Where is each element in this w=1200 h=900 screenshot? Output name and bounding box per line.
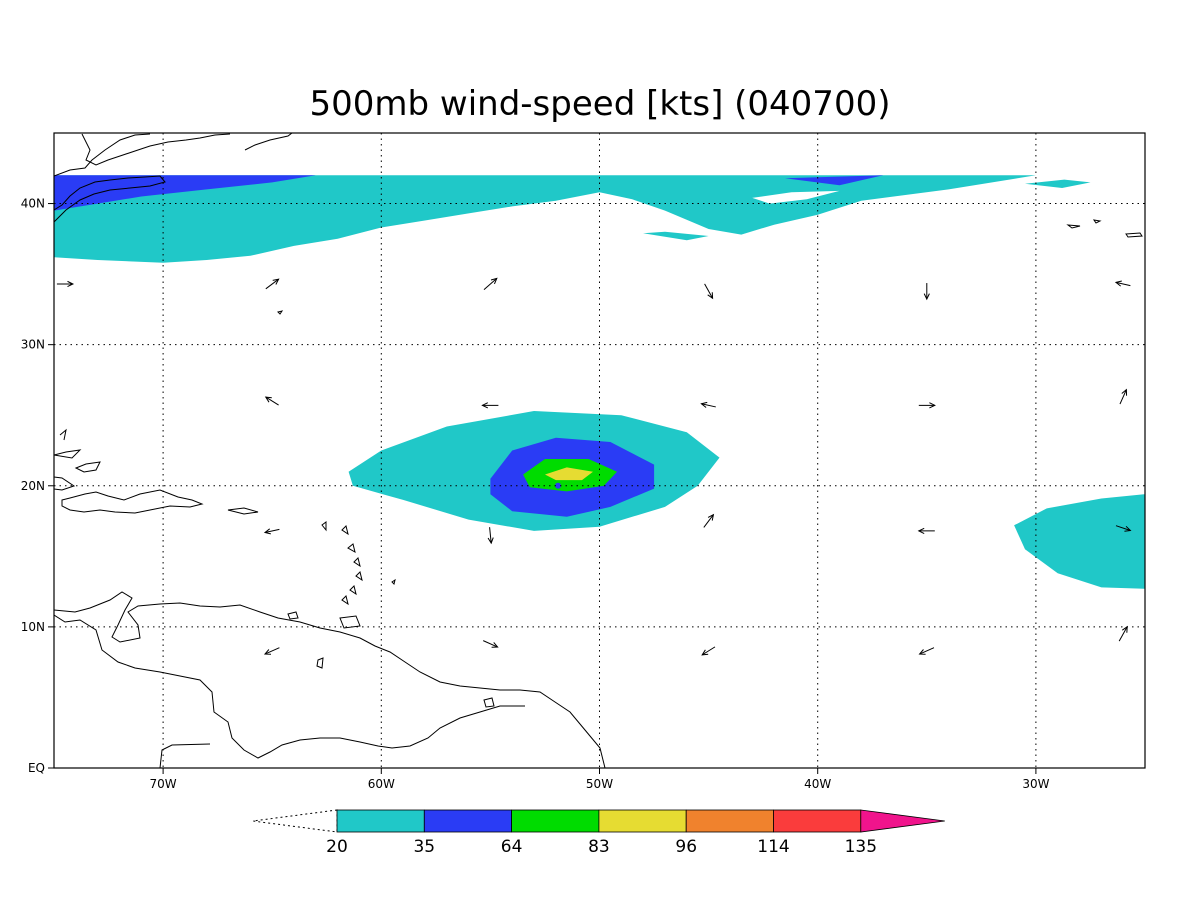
colorbar-level-label: 114 — [757, 837, 789, 857]
colorbar-level-label: 83 — [588, 837, 610, 857]
wind-vector — [265, 278, 280, 290]
wind-vector — [481, 402, 499, 409]
wind-vector — [483, 277, 498, 290]
wind-vector — [701, 646, 716, 656]
colorbar-level-label: 20 — [326, 837, 348, 857]
gridlines — [54, 133, 1145, 768]
shaded-region-20-35 — [1025, 179, 1091, 188]
colorbar-lower-triangle — [252, 809, 338, 833]
lon-tick-label: 30W — [1022, 777, 1049, 791]
colorbar-level-label: 64 — [501, 837, 523, 857]
colorbar-segment — [336, 809, 425, 833]
shaded-region-83-96 — [545, 467, 593, 481]
lon-tick-label: 70W — [150, 777, 177, 791]
wind-vector — [482, 640, 499, 648]
shaded-region-20-35 — [643, 231, 709, 241]
colorbar-segment — [773, 809, 862, 833]
wind-vector — [700, 401, 716, 408]
wind-vector — [264, 396, 279, 406]
coastlines — [54, 133, 1143, 768]
wind-vectors — [56, 277, 1132, 656]
plot-area — [54, 133, 1145, 768]
shaded-region-20-35 — [1014, 494, 1145, 589]
lon-tick-label: 50W — [586, 777, 613, 791]
wind-vector — [918, 647, 935, 655]
longitude-ticks: 70W 60W 50W 40W 30W — [150, 768, 1050, 791]
latitude-ticks: EQ 10N 20N 30N 40N — [21, 197, 54, 775]
colorbar-segment — [598, 809, 687, 833]
wind-vector — [56, 280, 75, 288]
wind-vector — [1115, 525, 1132, 532]
lat-tick-label: EQ — [28, 761, 45, 775]
shaded-region-35-64 — [785, 175, 884, 186]
shaded-region-35-64 — [54, 175, 316, 211]
wind-vector — [263, 647, 280, 655]
lat-tick-label: 20N — [21, 479, 45, 493]
colorbar-segment — [511, 809, 600, 833]
colorbar-level-label: 96 — [675, 837, 697, 857]
colorbar-level-label: 135 — [845, 837, 877, 857]
lat-tick-label: 30N — [21, 338, 45, 352]
wind-vector — [1114, 280, 1131, 287]
colorbar-segment — [685, 809, 774, 833]
colorbar-segment — [423, 809, 512, 833]
wind-speed-shading — [54, 175, 1145, 589]
colorbar-upper-triangle — [860, 809, 945, 833]
colorbar-legend: 20 35 64 83 96 114 135 — [252, 809, 945, 857]
wind-vector — [703, 513, 715, 528]
wind-vector — [1119, 388, 1128, 405]
wind-vector — [263, 528, 280, 535]
map-title: 500mb wind-speed [kts] (040700) — [310, 84, 891, 124]
lat-tick-label: 10N — [21, 620, 45, 634]
lon-tick-label: 60W — [368, 777, 395, 791]
storm-eye-marker — [555, 482, 562, 489]
wind-vector — [918, 402, 936, 409]
wind-vector — [487, 527, 494, 545]
lon-tick-label: 40W — [804, 777, 831, 791]
wind-vector — [923, 283, 930, 301]
colorbar-level-label: 35 — [413, 837, 435, 857]
wind-vector — [917, 527, 935, 534]
wind-vector — [704, 283, 714, 300]
lat-tick-label: 40N — [21, 197, 45, 211]
